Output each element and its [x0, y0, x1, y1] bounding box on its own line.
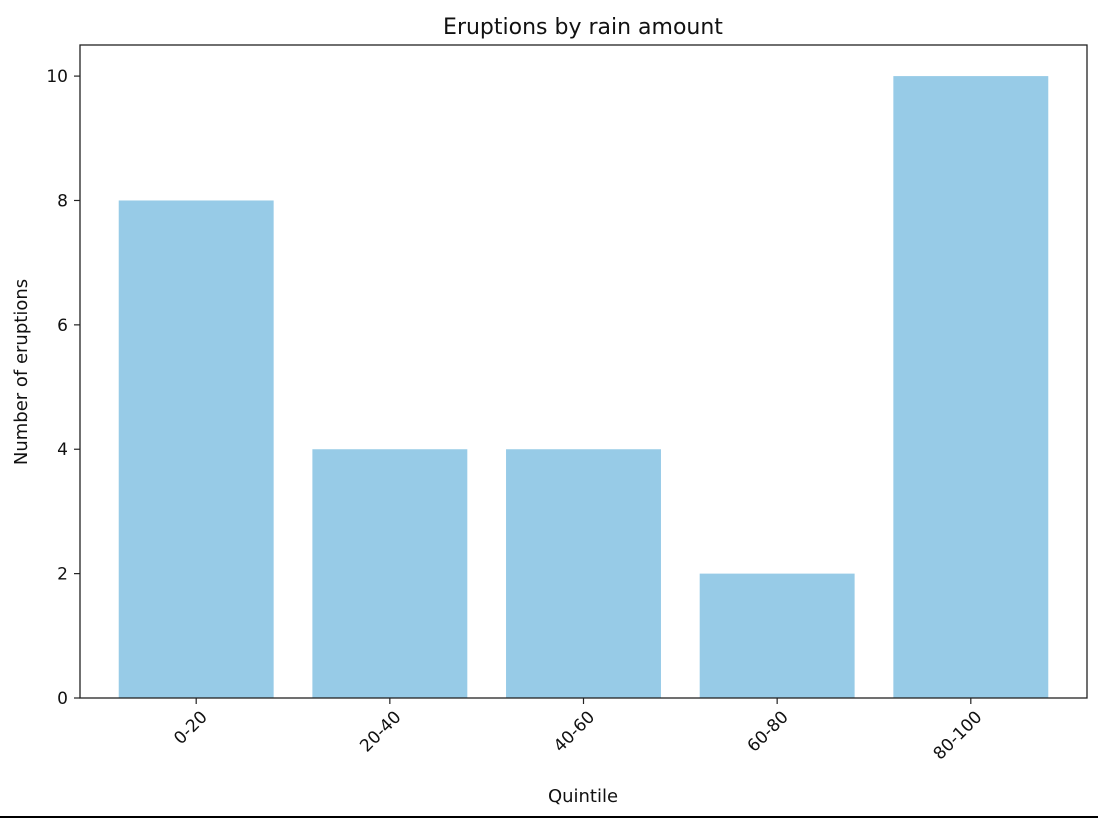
x-axis: 0-20 20-40 40-60 60-80 80-100: [170, 698, 986, 764]
bar-20-40: [312, 449, 468, 698]
x-axis-label: Quintile: [548, 786, 618, 807]
bottom-rule: [0, 816, 1098, 818]
bar-60-80: [699, 573, 855, 698]
bar-0-20: [118, 200, 274, 698]
y-tick-label: 2: [57, 565, 68, 585]
y-tick-label: 10: [46, 67, 68, 87]
chart-title: Eruptions by rain amount: [443, 15, 723, 40]
y-axis: 0 2 4 6 8 10: [46, 67, 80, 709]
y-tick-label: 4: [57, 440, 68, 460]
y-tick-label: 8: [57, 191, 68, 211]
bars-layer: [118, 76, 1049, 699]
bar-40-60: [506, 449, 661, 698]
plot-frame: [79, 44, 1088, 699]
y-tick-label: 0: [57, 689, 68, 709]
bar-80-100: [893, 76, 1049, 699]
x-tick-label: 20-40: [356, 707, 405, 756]
x-tick-label: 40-60: [550, 707, 599, 756]
y-axis-label: Number of eruptions: [11, 279, 32, 465]
x-tick-label: 80-100: [930, 707, 987, 764]
y-tick-label: 6: [57, 316, 68, 336]
x-tick-label: 60-80: [744, 707, 793, 756]
x-tick-label: 0-20: [170, 707, 211, 748]
